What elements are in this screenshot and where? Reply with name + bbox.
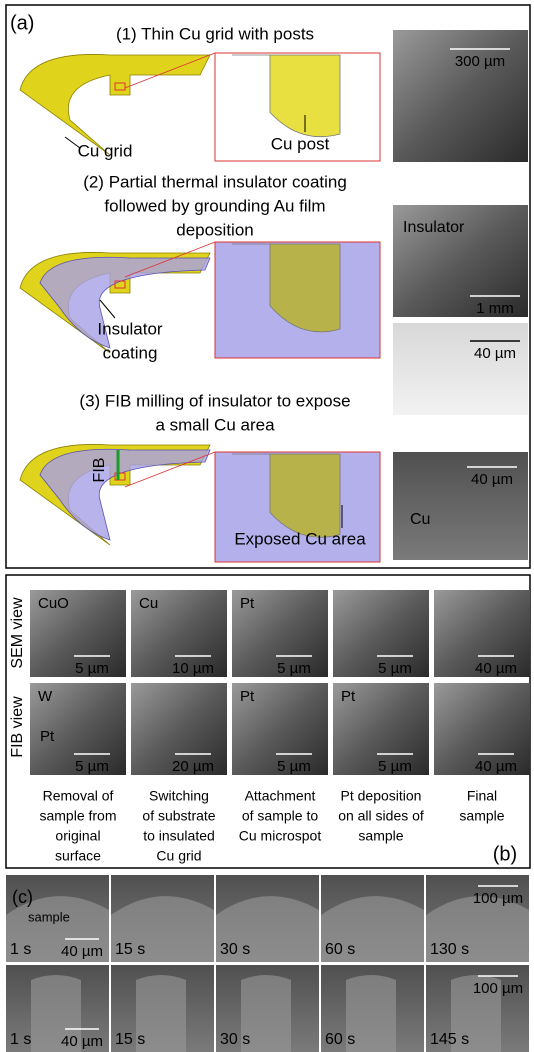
time-label: 1 s (10, 941, 31, 958)
time-label: 30 s (220, 1031, 250, 1048)
time-label: 130 s (430, 941, 469, 958)
scale-label: 1 mm (476, 300, 514, 317)
scale-label: 40 µm (61, 1033, 103, 1050)
caption: to insulated (143, 828, 215, 844)
label: Exposed Cu area (234, 529, 366, 548)
label: CuO (38, 595, 69, 612)
panel-label: (c) (12, 887, 33, 907)
label: FIB (91, 458, 108, 483)
step-title: followed by grounding Au film (104, 196, 325, 215)
scale-label: 5 µm (277, 758, 311, 775)
panel-label: (a) (10, 12, 34, 34)
scale-label: 5 µm (378, 758, 412, 775)
insulator-coating (40, 449, 210, 540)
caption: Attachment (245, 788, 316, 804)
page: {"panel_a":{"label":"(a)", "step1":{"tit… (0, 0, 534, 1052)
row-label: SEM view (9, 597, 26, 669)
time-label: 1 s (10, 1031, 31, 1048)
scale-label: 20 µm (172, 758, 214, 775)
caption: of sample to (242, 808, 318, 824)
caption: surface (55, 848, 101, 864)
label: coating (103, 343, 158, 362)
row-label: FIB view (9, 696, 26, 758)
caption: Removal of (43, 788, 114, 804)
label: Cu post (271, 134, 330, 153)
scale-label: 10 µm (172, 660, 214, 677)
scale-label: 5 µm (277, 660, 311, 677)
cu-grid (20, 54, 210, 155)
micrograph (393, 30, 528, 162)
caption: sample from (39, 808, 116, 824)
label: Insulator (97, 319, 163, 338)
time-label: 15 s (115, 941, 145, 958)
micrograph (393, 452, 528, 560)
step-title: a small Cu area (155, 415, 275, 434)
scale-label: 40 µm (475, 758, 517, 775)
scale-label: 5 µm (378, 660, 412, 677)
caption: Pt deposition (341, 788, 422, 804)
arrow (100, 300, 115, 318)
caption: Switching (149, 788, 209, 804)
step-title: (1) Thin Cu grid with posts (116, 24, 314, 43)
caption: Cu grid (156, 848, 201, 864)
step-title: (3) FIB milling of insulator to expose (79, 391, 350, 410)
label: Cu (139, 595, 158, 612)
scale-label: 40 µm (475, 660, 517, 677)
time-label: 60 s (325, 941, 355, 958)
caption: original (55, 828, 100, 844)
caption: sample (358, 828, 403, 844)
label: sample (28, 909, 70, 924)
time-label: 15 s (115, 1031, 145, 1048)
micrograph (393, 323, 528, 415)
panel-label: (b) (493, 843, 517, 865)
time-label: 145 s (430, 1031, 469, 1048)
scale-label: 300 µm (455, 53, 505, 70)
caption: Final (467, 788, 497, 804)
scale-label: 5 µm (75, 660, 109, 677)
caption: of substrate (142, 808, 215, 824)
label: Pt (341, 688, 356, 705)
label: Pt (40, 728, 55, 745)
time-label: 30 s (220, 941, 250, 958)
caption: on all sides of (338, 808, 424, 824)
caption: Cu microspot (239, 828, 322, 844)
figure: (a) (1) Thin Cu grid with posts Cu grid Cu … (0, 0, 534, 1052)
caption: sample (459, 808, 504, 824)
label: Pt (240, 595, 255, 612)
time-label: 60 s (325, 1031, 355, 1048)
scale-label: 40 µm (61, 943, 103, 960)
scale-label: 100 µm (473, 980, 523, 997)
step-title: (2) Partial thermal insulator coating (83, 172, 347, 191)
scale-label: 40 µm (474, 345, 516, 362)
scale-label: 40 µm (471, 471, 513, 488)
label: Cu grid (78, 141, 133, 160)
scale-label: 100 µm (473, 890, 523, 907)
scale-label: 5 µm (75, 758, 109, 775)
label: Pt (240, 688, 255, 705)
step-title: deposition (176, 220, 254, 239)
label: Cu (410, 511, 430, 528)
label: W (38, 688, 53, 705)
label: Insulator (403, 219, 465, 236)
